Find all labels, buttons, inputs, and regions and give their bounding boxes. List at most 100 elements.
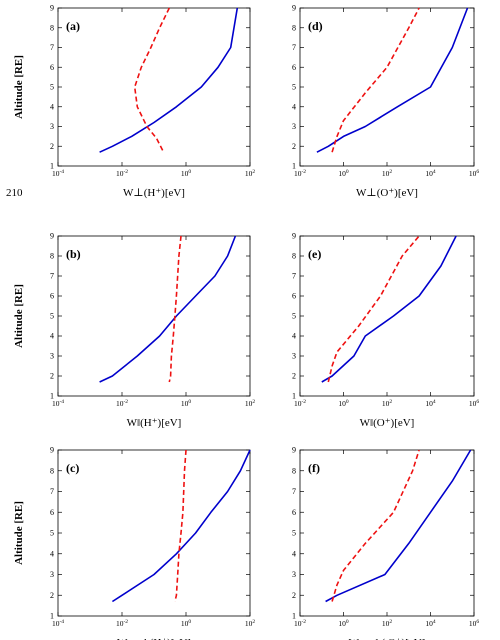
y-tick-label: 8 (50, 252, 54, 261)
y-tick-label: 6 (50, 508, 54, 517)
y-tick-label: 5 (292, 312, 296, 321)
solid-series-line (325, 449, 472, 603)
y-tick-label: 3 (50, 122, 54, 131)
y-tick-label: 5 (50, 312, 54, 321)
panel-label: (a) (66, 19, 80, 33)
y-tick-label: 4 (292, 549, 296, 558)
x-tick-label: 104 (425, 169, 436, 178)
y-tick-label: 1 (292, 162, 296, 171)
dashed-series-line (174, 449, 187, 602)
y-tick-label: 9 (50, 232, 54, 241)
x-tick-label: 102 (245, 619, 256, 628)
y-tick-label: 2 (292, 591, 296, 600)
panel-label: (e) (308, 247, 321, 261)
x-tick-label: 106 (469, 619, 480, 628)
x-tick-label: 100 (338, 399, 349, 408)
y-tick-label: 8 (292, 252, 296, 261)
y-tick-label: 3 (292, 122, 296, 131)
y-tick-label: 7 (292, 487, 296, 496)
y-tick-label: 1 (50, 612, 54, 621)
y-tick-label: 8 (50, 466, 54, 475)
chart-panel-d: 1 2 3 4 5 6 7 8 9 10-2 100 102 104 106 (d) W⊥(O⁺)[eV] (292, 4, 479, 200)
plot-frame (299, 7, 475, 167)
x-tick-label: 102 (382, 399, 393, 408)
y-tick-label: 7 (50, 487, 54, 496)
y-tick-label: 6 (292, 292, 296, 301)
y-tick-label: 2 (292, 372, 296, 381)
y-tick-label: 1 (292, 612, 296, 621)
x-tick-label: 10-4 (52, 619, 64, 628)
chart-panel-b: 1 2 3 4 5 6 7 8 9 10-4 10-2 100 102 (b) W‖(H⁺)[eV] Alti… (13, 232, 255, 430)
y-tick-label: 4 (292, 332, 296, 341)
x-tick-label: 104 (425, 399, 436, 408)
y-tick-label: 2 (50, 591, 54, 600)
y-tick-label: 1 (292, 392, 296, 401)
dashed-series-line (168, 235, 182, 383)
y-tick-label: 9 (292, 232, 296, 241)
y-tick-label: 2 (50, 372, 54, 381)
x-tick-label: 10-4 (52, 169, 64, 178)
x-tick-label: 100 (181, 619, 192, 628)
x-tick-label: 100 (181, 169, 192, 178)
plot-frame (57, 449, 251, 617)
chart-panel-c: 1 2 3 4 5 6 7 8 9 10-4 10-2 100 102 (c) Wtotal (H⁺)[eV… (13, 446, 255, 640)
x-tick-label: 102 (245, 169, 256, 178)
y-axis-label: Altitude [RE] (13, 501, 25, 565)
dashed-series-line (133, 7, 171, 153)
x-tick-label: 100 (338, 169, 349, 178)
plot-frame (299, 449, 475, 617)
y-tick-label: 6 (292, 508, 296, 517)
y-tick-label: 5 (50, 529, 54, 538)
y-tick-label: 4 (292, 102, 296, 111)
dashed-series-line (331, 7, 420, 153)
dashed-series-line (327, 235, 420, 383)
y-tick-label: 3 (292, 570, 296, 579)
x-tick-label: 106 (469, 399, 480, 408)
x-axis-label: W‖(H⁺)[eV] (127, 417, 182, 429)
x-tick-label: 104 (425, 619, 436, 628)
solid-series-line (321, 235, 457, 383)
x-tick-label: 10-2 (294, 169, 306, 178)
y-tick-label: 6 (50, 292, 54, 301)
x-tick-label: 102 (382, 619, 393, 628)
y-tick-label: 3 (50, 570, 54, 579)
y-tick-label: 7 (50, 43, 54, 52)
y-tick-label: 5 (50, 83, 54, 92)
x-tick-label: 10-2 (116, 169, 128, 178)
x-tick-label: 100 (181, 399, 192, 408)
y-tick-label: 8 (50, 23, 54, 32)
y-tick-label: 4 (50, 102, 54, 111)
x-axis-label: Wtotal (H⁺)[eV] (117, 637, 191, 640)
x-axis-label: Wtotal ( O⁺)[eV] (349, 637, 426, 640)
x-tick-label: 10-2 (294, 619, 306, 628)
x-tick-label: 102 (245, 399, 256, 408)
x-tick-label: 10-4 (52, 399, 64, 408)
plot-frame (57, 235, 251, 397)
chart-panel-a: 1 2 3 4 5 6 7 8 9 10-4 10-2 100 102 (a) W⊥(H⁺)[eV] Alti… (13, 4, 255, 200)
x-tick-label: 100 (338, 619, 349, 628)
y-tick-label: 9 (292, 446, 296, 455)
y-tick-label: 9 (292, 4, 296, 13)
y-tick-label: 2 (50, 142, 54, 151)
y-tick-label: 8 (292, 466, 296, 475)
y-tick-label: 1 (50, 392, 54, 401)
x-tick-label: 10-2 (116, 619, 128, 628)
y-axis-label: Altitude [RE] (13, 55, 25, 119)
y-tick-label: 9 (50, 4, 54, 13)
solid-series-line (99, 235, 237, 383)
panel-label: (d) (308, 19, 323, 33)
panel-label: (b) (66, 247, 81, 261)
y-tick-label: 9 (50, 446, 54, 455)
solid-series-line (316, 7, 469, 153)
x-axis-label: W‖(O⁺)[eV] (360, 417, 415, 429)
y-tick-label: 5 (292, 83, 296, 92)
panel-label: (f) (308, 461, 320, 475)
y-tick-label: 3 (292, 352, 296, 361)
x-tick-label: 106 (469, 169, 480, 178)
plot-frame (57, 7, 251, 167)
y-tick-label: 6 (292, 63, 296, 72)
y-tick-label: 3 (50, 352, 54, 361)
panel-label: (c) (66, 461, 79, 475)
chart-panel-e: 1 2 3 4 5 6 7 8 9 10-2 100 102 104 106 (e) W‖(O⁺)[eV] (292, 232, 479, 430)
